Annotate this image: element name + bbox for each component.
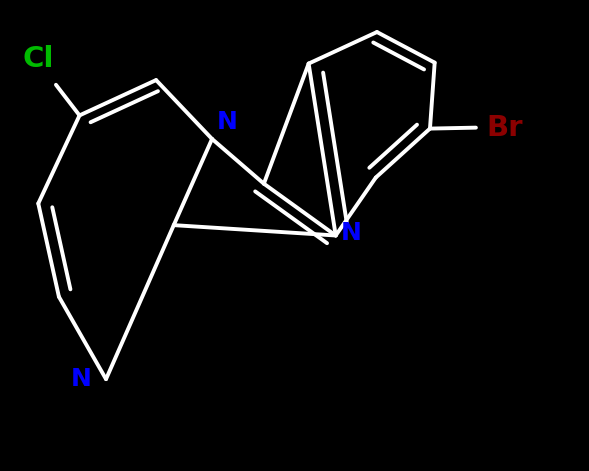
Text: Br: Br: [486, 114, 522, 142]
Text: N: N: [340, 221, 361, 245]
Text: Cl: Cl: [22, 45, 54, 73]
Text: N: N: [217, 110, 237, 134]
Text: N: N: [71, 367, 91, 391]
